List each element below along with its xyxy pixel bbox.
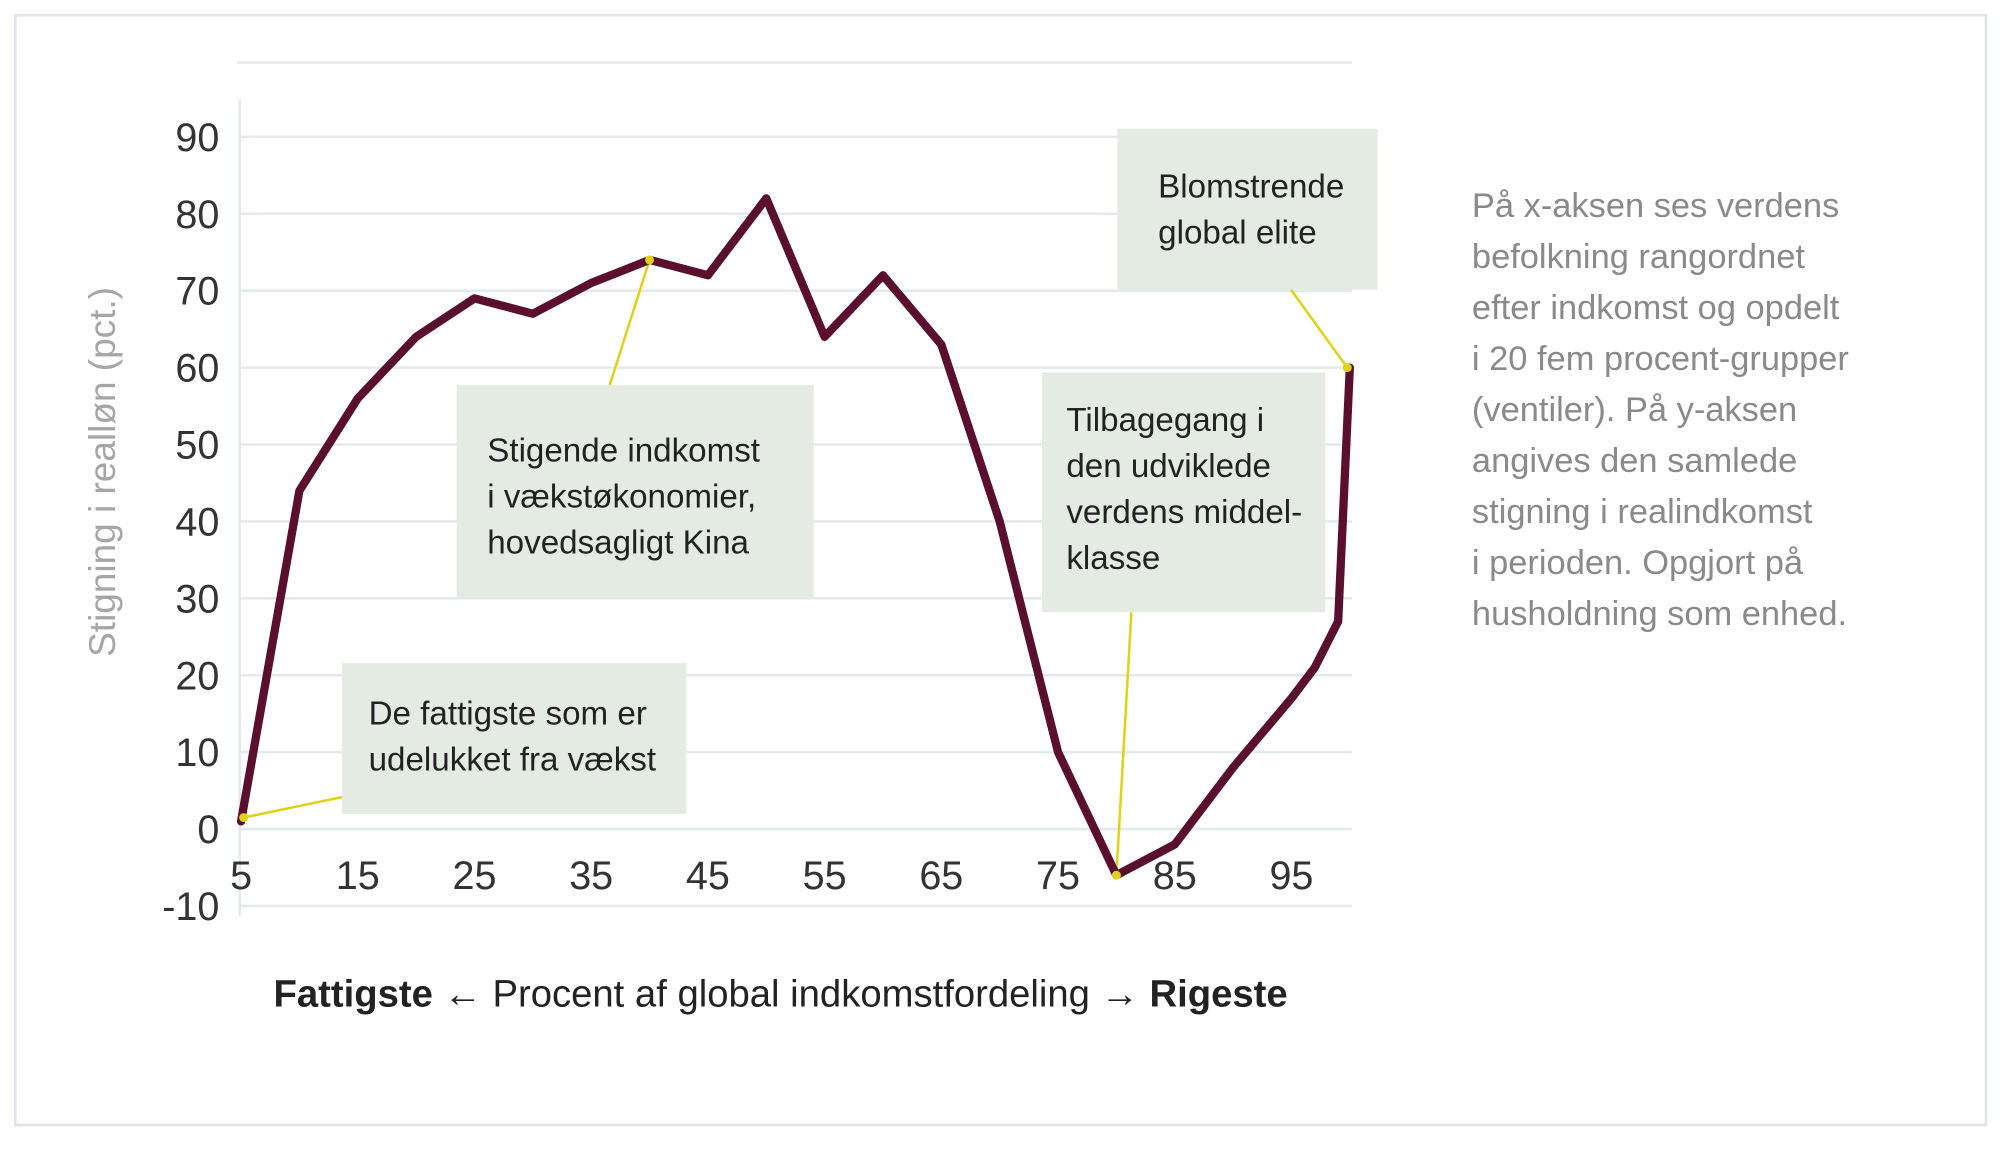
annotation-text: klasse xyxy=(1066,540,1160,577)
side-note-line: efter indkomst og opdelt xyxy=(1472,289,1840,327)
x-tick-label: 35 xyxy=(569,854,613,898)
y-tick-label: 70 xyxy=(175,270,219,314)
x-tick-label: 65 xyxy=(919,854,963,898)
side-note-line: husholdning som enhed. xyxy=(1472,595,1847,633)
frame xyxy=(14,14,1988,1127)
annotation-background xyxy=(1042,372,1326,613)
annotation-box: Tilbagegang i den udviklede verdens middel… xyxy=(1042,372,1326,613)
y-tick-label: 80 xyxy=(175,193,219,237)
side-note-line: befolkning rangordnet xyxy=(1472,238,1805,276)
x-tick-label: 55 xyxy=(803,854,847,898)
y-tick-label: 60 xyxy=(175,347,219,391)
x-label-right: Rigeste xyxy=(1149,972,1287,1015)
annotation-box: De fattigste som er udelukket fra vækst xyxy=(341,663,687,814)
annotation-leader xyxy=(608,259,651,386)
annotation-text: den udviklede xyxy=(1066,448,1271,485)
annotation-leader xyxy=(243,795,343,819)
x-tick-label: 45 xyxy=(686,854,730,898)
annotation-text: global elite xyxy=(1158,215,1317,252)
annotation-text: i vækstøkonomier, xyxy=(487,479,756,516)
x-label-right-arrow: → xyxy=(1101,972,1139,1015)
annotation-background xyxy=(456,385,814,599)
x-tick-label: 5 xyxy=(230,854,252,898)
x-axis-label: Fattigste ← Procent af global indkomstfo… xyxy=(274,972,1288,1015)
annotation-background xyxy=(341,663,687,814)
x-tick-label: 85 xyxy=(1153,854,1197,898)
annotation-dot xyxy=(239,813,249,823)
side-note-line: (ventiler). På y-aksen xyxy=(1472,391,1797,429)
y-tick-label: 40 xyxy=(175,500,219,544)
annotation-text: udelukket fra vækst xyxy=(369,741,656,778)
annotation-text: Tilbagegang i xyxy=(1066,402,1264,439)
annotation-background xyxy=(1117,128,1378,290)
y-tick-label: 50 xyxy=(175,424,219,468)
annotation-text: Stigende indkomst xyxy=(487,433,760,470)
side-note-line: angives den samlede xyxy=(1472,442,1797,480)
x-tick-label: 95 xyxy=(1269,854,1313,898)
x-tick-label: 75 xyxy=(1036,854,1080,898)
side-note-line: stigning i realindkomst xyxy=(1472,493,1813,531)
y-axis-label: Stigning i realløn (pct.) xyxy=(82,287,123,657)
annotation-text: Blomstrende xyxy=(1158,169,1344,206)
x-label-left-arrow: ← xyxy=(444,972,482,1015)
x-tick-label: 15 xyxy=(336,854,380,898)
x-label-middle: Procent af global indkomstfordeling xyxy=(492,972,1089,1015)
annotation-text: verdens middel- xyxy=(1066,494,1302,531)
y-tick-label: 0 xyxy=(197,808,219,852)
y-tick-label: 10 xyxy=(175,731,219,775)
y-tick-label: 90 xyxy=(175,116,219,160)
annotation-text: De fattigste som er xyxy=(369,695,647,732)
side-note-line: På x-aksen ses verdens xyxy=(1472,187,1839,225)
x-tick-label: 25 xyxy=(452,854,496,898)
annotation-box: Blomstrende global elite xyxy=(1117,128,1378,290)
side-note-line: i 20 fem procent-grupper xyxy=(1472,340,1849,378)
annotation-box: Stigende indkomst i vækstøkonomier, hoveds… xyxy=(456,385,814,599)
y-tick-label: 30 xyxy=(175,577,219,621)
annotation-dot xyxy=(1342,363,1352,373)
annotation-text: hovedsagligt Kina xyxy=(487,525,749,562)
side-note: På x-aksen ses verdens befolkning rangord… xyxy=(1472,187,1849,633)
y-tick-label: 20 xyxy=(175,654,219,698)
annotation-dot xyxy=(645,255,655,265)
x-label-left: Fattigste xyxy=(274,972,433,1015)
side-note-line: i perioden. Opgjort på xyxy=(1472,544,1804,582)
series-line xyxy=(236,194,1354,880)
annotation-leader xyxy=(1289,288,1349,369)
y-tick-label: -10 xyxy=(162,885,219,929)
annotation-dot xyxy=(1111,870,1121,880)
annotation-leader xyxy=(1115,612,1133,876)
